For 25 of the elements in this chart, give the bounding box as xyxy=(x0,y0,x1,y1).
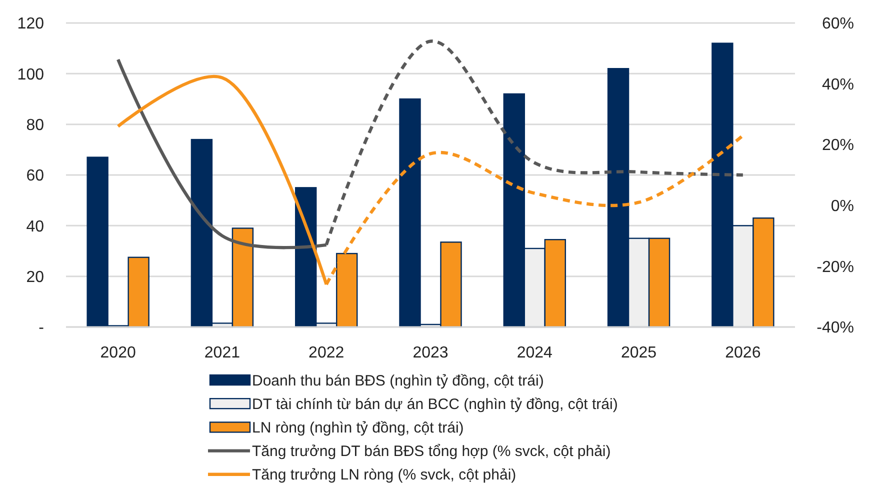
legend-label: DT tài chính từ bán dự án BCC (nghìn tỷ đồng, cột trái) xyxy=(252,396,618,413)
y2-tick-label: -20% xyxy=(816,258,854,276)
y2-tick-label: 40% xyxy=(822,76,854,94)
legend-label: Tăng trưởng DT bán BĐS tổng hợp (% svck, cột phải) xyxy=(252,443,611,460)
x-tick-label: 2021 xyxy=(204,344,240,362)
legend-label: LN ròng (nghìn tỷ đồng, cột trái) xyxy=(252,419,464,436)
y-tick-label: 40 xyxy=(26,218,44,236)
x-tick-label: 2023 xyxy=(412,344,448,362)
legend-label: Tăng trưởng LN ròng (% svck, cột phải) xyxy=(252,466,516,483)
y-tick-label: 80 xyxy=(26,116,44,134)
y2-tick-label: 60% xyxy=(822,16,854,33)
x-tick-label: 2025 xyxy=(620,344,657,362)
y2-tick-label: 20% xyxy=(822,137,854,154)
x-tick-label: 2024 xyxy=(516,344,553,362)
x-tick-label: 2022 xyxy=(308,344,344,362)
y-tick-label: 120 xyxy=(17,16,44,33)
y2-tick-label: 0% xyxy=(830,198,854,215)
y-tick-label: 20 xyxy=(26,268,44,286)
x-tick-label: 2020 xyxy=(100,344,136,362)
x-tick-label: 2026 xyxy=(725,344,761,362)
y-tick-label: 60 xyxy=(26,168,44,185)
y2-tick-label: -40% xyxy=(816,320,854,337)
y-tick-label: - xyxy=(38,320,44,337)
legend-label: Doanh thu bán BĐS (nghìn tỷ đồng, cột trái) xyxy=(252,372,544,390)
y-tick-label: 100 xyxy=(17,66,44,84)
